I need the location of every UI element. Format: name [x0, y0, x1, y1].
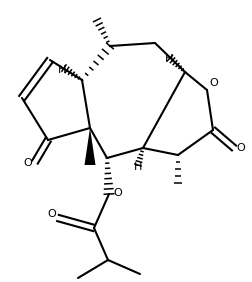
Text: O: O: [209, 78, 218, 88]
Text: O: O: [23, 158, 32, 168]
Text: H: H: [165, 54, 173, 64]
Text: O: O: [236, 143, 245, 153]
Text: H: H: [58, 65, 66, 75]
Polygon shape: [84, 128, 96, 165]
Text: O: O: [47, 209, 56, 219]
Text: O: O: [113, 188, 122, 198]
Text: H: H: [134, 162, 142, 172]
